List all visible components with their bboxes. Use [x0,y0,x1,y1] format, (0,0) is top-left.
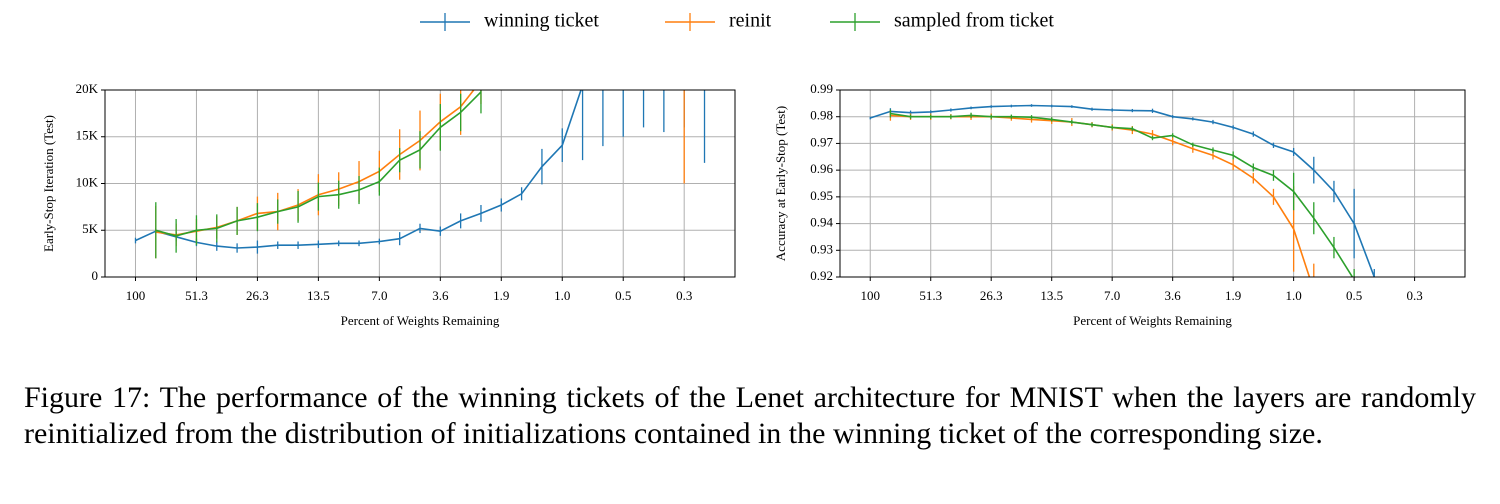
legend-label: reinit [729,10,772,32]
legend-label: winning ticket [484,10,599,32]
x-tick-label: 51.3 [185,288,208,303]
legend-label: sampled from ticket [894,10,1054,32]
axes-frame [104,89,736,278]
y-tick-label: 0 [92,268,99,283]
x-tick-label: 1.9 [493,288,509,303]
x-tick-label: 1.0 [554,288,570,303]
x-tick-label: 7.0 [371,288,387,303]
figure: 0 5K 10K 15K 20K 100 51.3 26.3 13.5 7.0 3.6 1.9 1.0 0… [41,10,1466,328]
x-tick-label: 0.3 [676,288,692,303]
x-tick-label: 7.0 [1104,288,1120,303]
caption: Figure 17: The performance of the winnin… [24,381,1476,450]
y-tick-label: 0.96 [810,161,833,176]
series-line [135,90,582,249]
x-tick-label: 3.6 [432,288,449,303]
series-line [869,104,1376,277]
series-line [890,112,1354,277]
x-tick-label: 26.3 [980,288,1003,303]
x-tick-label: 100 [860,288,880,303]
x-tick-label: 0.5 [615,288,631,303]
y-axis-label: Early-Stop Iteration (Test) [41,115,56,252]
x-tick-label: 3.6 [1165,288,1182,303]
y-tick-label: 5K [82,221,99,236]
y-tick-label: 0.92 [810,268,833,283]
plot-area [134,90,706,259]
x-tick-label: 1.9 [1225,288,1241,303]
series-line [890,114,1311,277]
x-tick-label: 26.3 [246,288,269,303]
axes-frame [839,89,1466,278]
x-axis-label: Percent of Weights Remaining [341,313,500,328]
y-tick-label: 15K [76,128,99,143]
x-tick-label: 13.5 [1040,288,1063,303]
x-tick-label: 100 [126,288,146,303]
y-tick-label: 0.99 [810,81,833,96]
x-axis-label: Percent of Weights Remaining [1073,313,1232,328]
y-tick-label: 0.97 [810,134,833,149]
y-tick-label: 10K [76,174,99,189]
y-tick-label: 0.98 [810,108,833,123]
y-axis-label: Accuracy at Early-Stop (Test) [773,106,788,261]
x-tick-label: 13.5 [307,288,330,303]
y-tick-label: 20K [76,81,99,96]
x-tick-label: 0.5 [1346,288,1362,303]
series-line [155,91,482,237]
x-tick-label: 51.3 [919,288,942,303]
y-tick-label: 0.94 [810,215,833,230]
x-tick-label: 1.0 [1286,288,1302,303]
y-tick-label: 0.95 [810,188,833,203]
plot-area [869,104,1376,277]
y-tick-label: 0.93 [810,241,833,256]
x-tick-label: 0.3 [1406,288,1422,303]
